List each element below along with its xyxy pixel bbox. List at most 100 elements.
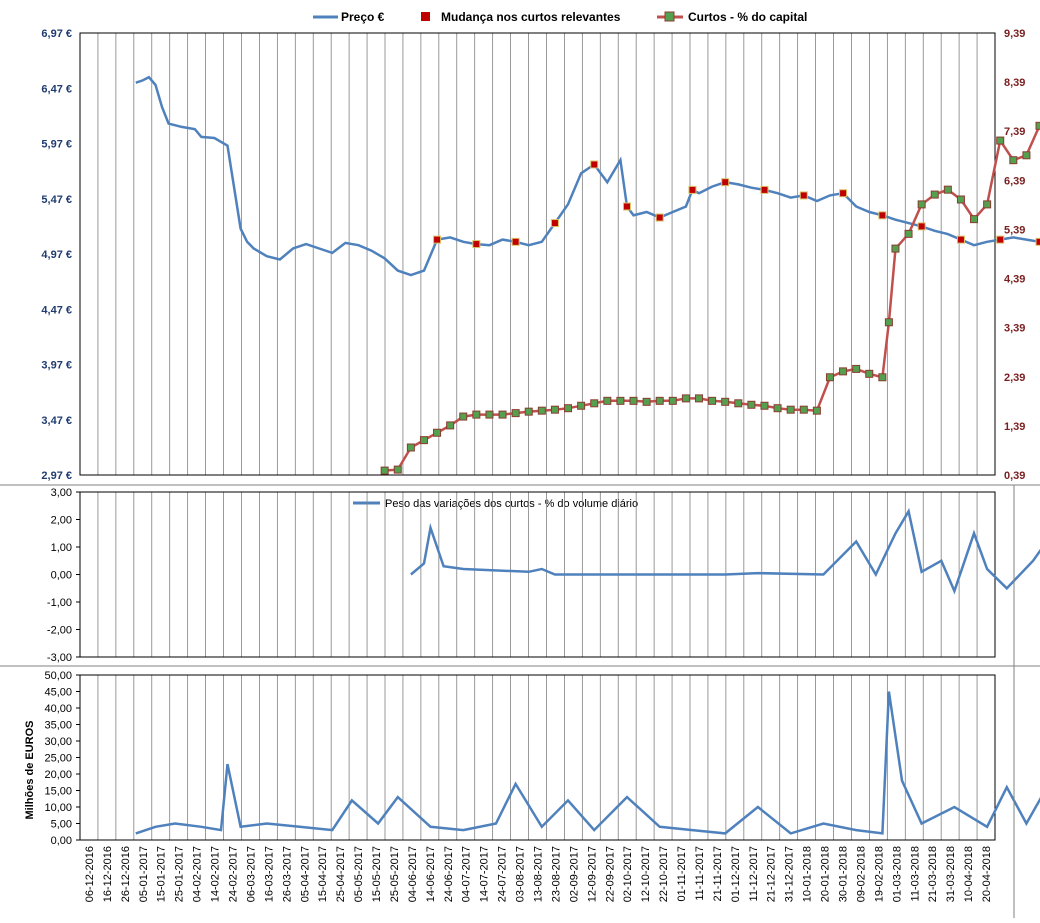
x-tick-label: 05-04-2017 [299,846,311,902]
short-marker [616,396,625,405]
y-tick-bottom: 45,00 [44,687,72,699]
x-tick-label: 24-07-2017 [497,846,509,902]
x-tick-label: 24-02-2017 [228,846,240,902]
y-tick-left: 4,47 € [41,304,72,316]
x-tick-label: 30-01-2018 [838,846,850,902]
x-tick-label: 25-04-2017 [335,846,347,902]
relevant-marker [688,185,697,194]
legend-relevant: Mudança nos curtos relevantes [441,10,621,24]
short-marker [380,466,389,475]
x-tick-label: 26-03-2017 [281,846,293,902]
relevant-marker [721,178,730,187]
x-tick-label: 15-05-2017 [371,846,383,902]
short-marker [852,364,861,373]
relevant-marker [433,235,442,244]
relevant-marker [996,235,1005,244]
y-tick-left: 5,97 € [41,139,72,151]
x-tick-label: 01-11-2017 [676,846,688,901]
short-marker [812,406,821,415]
short-marker [433,428,442,437]
x-tick-label: 04-02-2017 [192,846,204,902]
relevant-marker [472,240,481,249]
x-tick-label: 21-12-2017 [766,846,778,902]
y-tick-right: 3,39 [1004,323,1025,335]
relevant-marker [760,185,769,194]
y-tick-bottom: 5,00 [51,819,72,831]
x-tick-label: 13-08-2017 [533,846,545,902]
series-line-short [384,123,1040,472]
y-tick-right: 0,39 [1004,470,1025,482]
short-marker [839,367,848,376]
short-marker [537,406,546,415]
series-line-price [135,75,1040,277]
short-marker [1009,156,1018,165]
short-marker [511,409,520,418]
legend-top: Preço € Mudança nos curtos relevantes Cu… [313,10,807,24]
y-tick-right: 4,39 [1004,274,1025,286]
y-tick-bottom: 40,00 [44,703,72,715]
x-tick-label: 11-11-2017 [694,846,706,901]
legend-short-marker [664,11,675,22]
short-marker [550,405,559,414]
x-tick-label: 21-03-2018 [927,846,939,902]
relevant-marker [622,202,631,211]
short-marker [446,421,455,430]
y-tick-left: 3,47 € [41,415,72,427]
relevant-marker [956,235,965,244]
y-tick-right: 6,39 [1004,175,1025,187]
short-marker [419,436,428,445]
x-tick-label: 16-12-2016 [102,846,114,902]
short-marker [708,396,717,405]
x-tick-label: 20-04-2018 [981,846,993,902]
relevant-marker [1035,237,1040,246]
short-marker [760,401,769,410]
y-tick-right: 8,39 [1004,77,1025,89]
short-marker [564,404,573,413]
x-tick-label: 12-10-2017 [640,846,652,902]
short-marker [642,397,651,406]
legend-short: Curtos - % do capital [688,10,807,24]
x-tick-label: 10-01-2018 [802,846,814,902]
legend-middle: Peso das variações dos curtos - % do vol… [353,498,638,510]
panel-border-top [79,32,996,476]
y-tick-middle: -3,00 [47,652,72,664]
x-tick-label: 22-09-2017 [604,846,616,902]
series-line-volume [135,691,1040,835]
y-tick-left: 3,97 € [41,360,72,372]
y-tick-right: 5,39 [1004,224,1025,236]
short-marker [681,394,690,403]
legend-price: Preço € [341,10,385,24]
short-marker [891,244,900,253]
x-tick-label: 23-08-2017 [550,846,562,902]
x-tick-label: 22-10-2017 [658,846,670,902]
short-marker [825,373,834,382]
panel-border-middle [79,491,996,658]
y-tick-bottom: 20,00 [44,769,72,781]
y-tick-left: 4,97 € [41,249,72,261]
x-tick-label: 06-12-2016 [84,846,96,902]
short-marker [943,185,952,194]
y-tick-middle: -1,00 [47,597,72,609]
plot-layer: 6,97 € 6,47 € 5,97 € 5,47 € 4,97 € 4,47 € 3,97… [0,28,1040,918]
short-marker [983,200,992,209]
short-marker [996,136,1005,145]
x-tick-label: 14-06-2017 [425,846,437,902]
short-marker [970,215,979,224]
series-line-weight [410,507,1040,595]
short-marker [406,443,415,452]
y-axis-label-volume: Milhões de EUROS [24,720,36,819]
x-tick-label: 11-03-2018 [909,846,921,901]
legend-relevant-marker [421,12,430,21]
x-tick-label: 14-07-2017 [479,846,491,902]
y-tick-right: 9,39 [1004,28,1025,40]
short-marker [773,404,782,413]
y-tick-right: 1,39 [1004,421,1025,433]
short-marker [655,396,664,405]
short-marker [393,465,402,474]
short-marker [694,394,703,403]
x-tick-label: 11-12-2017 [748,846,760,901]
relevant-marker [655,213,664,222]
x-tick-label: 15-01-2017 [156,846,168,902]
x-tick-label: 04-06-2017 [407,846,419,902]
short-marker [956,195,965,204]
